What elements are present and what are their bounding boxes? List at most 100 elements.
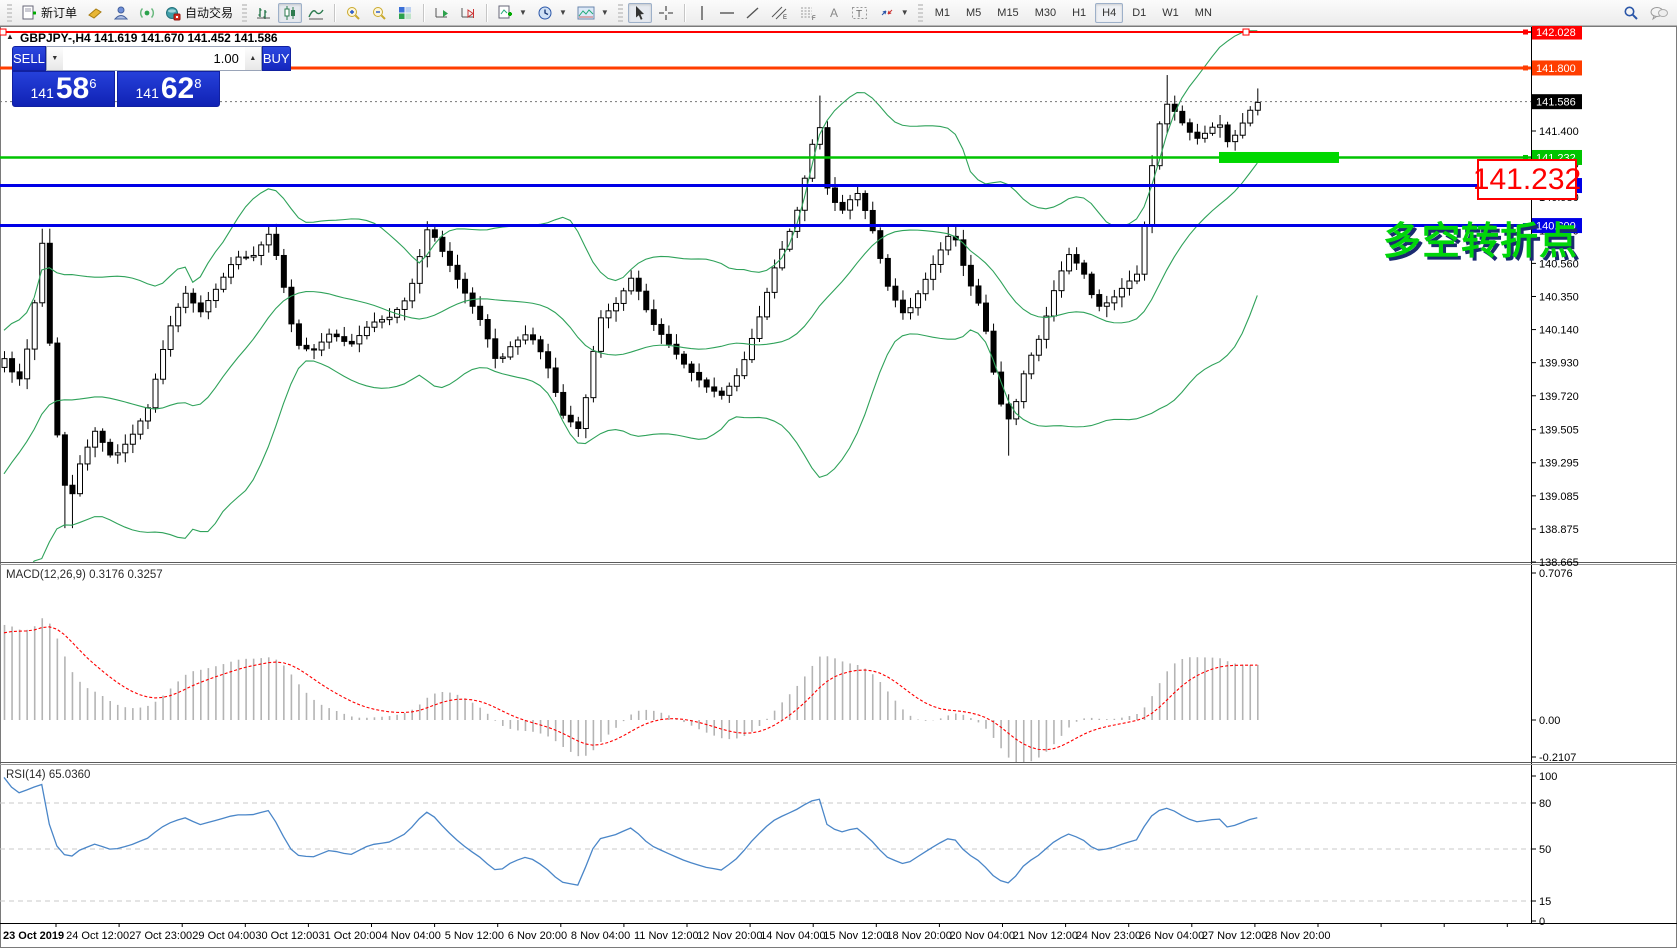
templates-button[interactable]: ▼ [573,3,613,23]
profile-button[interactable] [109,3,133,23]
tf-m15-button[interactable]: M15 [997,6,1019,19]
sell-button[interactable]: SELL [12,46,46,71]
volume-increase-button[interactable]: ▲ [244,47,261,70]
buy-button[interactable]: BUY [261,46,291,71]
line-chart-button[interactable] [304,3,328,23]
channel-tool-button[interactable]: E [767,3,793,23]
arrows-tool-button[interactable]: ▼ [875,3,913,23]
rsi-axis-label: 80 [1539,798,1551,810]
candlestick-chart-button[interactable] [278,2,303,23]
time-axis-label: 27 Oct 23:00 [129,930,192,942]
rsi-line [3,777,1258,886]
indicators-dropdown-arrow[interactable]: ▼ [519,8,527,17]
volume-input[interactable] [62,47,245,70]
price-callout-box[interactable]: 141.232 [1473,159,1581,200]
price-badge [1532,26,1582,40]
svg-text:F: F [812,16,816,21]
toolbar-grip[interactable] [7,3,12,22]
indicators-icon [498,5,513,18]
time-axis: 23 Oct 2019 24 Oct 12:00 27 Oct 23:00 29 Oc… [3,924,1508,942]
signals-icon [140,7,154,18]
arrows-dropdown-arrow[interactable]: ▼ [900,8,909,17]
sell-price[interactable]: 141 58 6 [12,71,115,107]
svg-text:E: E [783,15,787,21]
tf-m30-button[interactable]: M30 [1034,6,1057,19]
arrows-icon [881,9,893,15]
sell-price-main: 58 [55,72,90,105]
templates-dropdown-arrow[interactable]: ▼ [600,8,609,17]
tf-h1-button[interactable]: H1 [1072,6,1087,19]
zoom-in-icon [347,6,360,20]
periods-dropdown-arrow[interactable]: ▼ [558,8,567,17]
time-axis-label: 28 Nov 20:00 [1265,930,1330,942]
time-axis-label: 30 Oct 12:00 [255,930,318,942]
time-axis-label: 29 Oct 04:00 [192,930,255,942]
tf-w1-button[interactable]: W1 [1162,6,1179,19]
macd-signal-line [3,626,1258,751]
toolbar-grip[interactable] [617,3,623,22]
fibonacci-icon: F [800,7,816,21]
signals-button[interactable] [135,3,159,23]
tf-mn-button[interactable]: MN [1194,6,1212,19]
macd-indicator-label: MACD(12,26,9) 0.3176 0.3257 [6,569,163,581]
community-button[interactable] [1645,3,1673,23]
horizontal-line-tool-button[interactable] [715,3,739,23]
rsi-axis-label: 50 [1539,844,1551,856]
macd-axis-label: -0.2107 [1539,752,1576,764]
svg-text:A: A [830,6,838,20]
price-axis-label: 140.140 [1539,325,1579,337]
terminal-button[interactable] [83,3,107,23]
search-icon [1624,6,1638,20]
price-axis-label: 138.875 [1539,524,1579,536]
volume-decrease-button[interactable]: ▼ [46,47,63,70]
price-badge [1532,60,1582,76]
new-order-label: 新订单 [41,6,78,20]
fibonacci-tool-button[interactable]: F [795,3,821,23]
chat-icon [1650,6,1668,20]
text-tool-button[interactable]: A [823,3,845,23]
time-axis-label: 12 Nov 20:00 [697,930,762,942]
tf-m5-button[interactable]: M5 [966,6,982,19]
periods-button[interactable]: ▼ [533,3,571,23]
bar-chart-button[interactable] [252,3,276,23]
turning-point-annotation[interactable]: 多空转折点 [1383,221,1579,263]
ticket-icon [88,7,102,19]
chart-shift-button[interactable] [456,3,480,23]
tf-h4-button[interactable]: H4 [1095,2,1124,23]
zoom-out-button[interactable] [367,3,391,23]
candlestick-chart-icon [284,5,296,20]
time-axis-label: 24 Oct 12:00 [66,930,129,942]
tile-windows-button[interactable] [393,3,417,23]
auto-scroll-button[interactable] [430,3,454,23]
zoom-in-button[interactable] [341,3,365,23]
vertical-line-tool-button[interactable] [691,3,713,23]
time-axis-label: 20 Nov 04:00 [950,930,1015,942]
price-axis-label: 139.295 [1539,458,1579,470]
text-label-icon: T [851,6,867,20]
chart-canvas[interactable]: 141.400141.190140.980140.770140.560140.3… [0,26,1677,948]
trendline-tool-button[interactable] [741,3,765,23]
indicators-button[interactable]: ▼ [493,3,531,23]
price-axis-label: 140.350 [1539,291,1579,303]
price-badge-label: 142.028 [1536,27,1576,39]
search-button[interactable] [1619,3,1643,23]
autotrading-label: 自动交易 [185,6,234,20]
sell-price-pip: 6 [89,76,97,91]
buy-price[interactable]: 141 62 8 [117,71,220,107]
main-toolbar: 新订单 自动交易 [0,0,1677,26]
tf-d1-button[interactable]: D1 [1132,6,1147,19]
toolbar-grip[interactable] [917,3,923,22]
text-label-tool-button[interactable]: T [847,3,873,23]
bollinger-bands [3,30,1258,562]
new-order-button[interactable]: 新订单 [17,3,81,23]
autotrading-button[interactable]: 自动交易 [161,3,237,23]
chart-window: 141.400141.190140.980140.770140.560140.3… [0,26,1677,948]
toolbar-grip[interactable] [242,3,248,22]
autotrading-icon [166,6,181,20]
buy-price-pip: 8 [194,76,202,91]
tf-m1-button[interactable]: M1 [934,6,950,19]
crosshair-tool-button[interactable] [654,3,678,23]
cursor-tool-button[interactable] [627,2,652,23]
collapse-panel-icon[interactable]: ▲ [6,32,14,41]
